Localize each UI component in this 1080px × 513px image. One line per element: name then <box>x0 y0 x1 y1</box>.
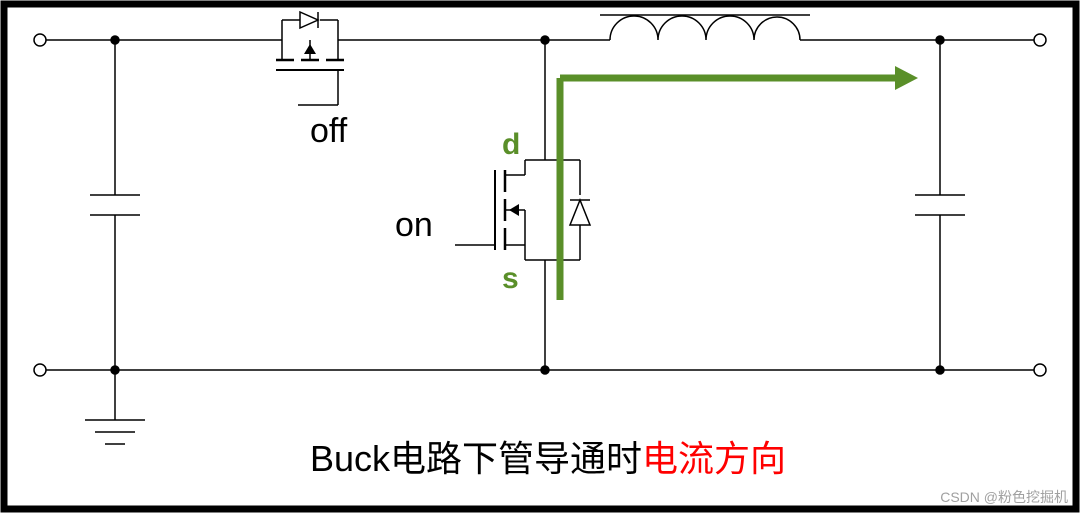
input-capacitor <box>90 36 140 370</box>
bottom-rail <box>34 364 1046 376</box>
mosfet-q2-low-side <box>455 160 590 260</box>
caption: Buck电路下管导通时电流方向 <box>310 430 786 482</box>
current-arrow <box>560 66 918 300</box>
top-rail <box>34 34 1046 46</box>
caption-part1: Buck电路下管导通时 <box>310 438 642 479</box>
caption-part2: 电流方向 <box>642 438 786 479</box>
label-on: on <box>395 206 433 245</box>
label-off: off <box>310 112 347 151</box>
label-d: d <box>502 128 520 162</box>
mosfet-q1-high-side <box>272 12 348 105</box>
watermark: CSDN @粉色挖掘机 <box>940 487 1068 507</box>
inductor <box>600 15 810 40</box>
output-capacitor <box>915 36 965 370</box>
label-s: s <box>502 262 519 296</box>
ground-symbol <box>85 370 145 444</box>
